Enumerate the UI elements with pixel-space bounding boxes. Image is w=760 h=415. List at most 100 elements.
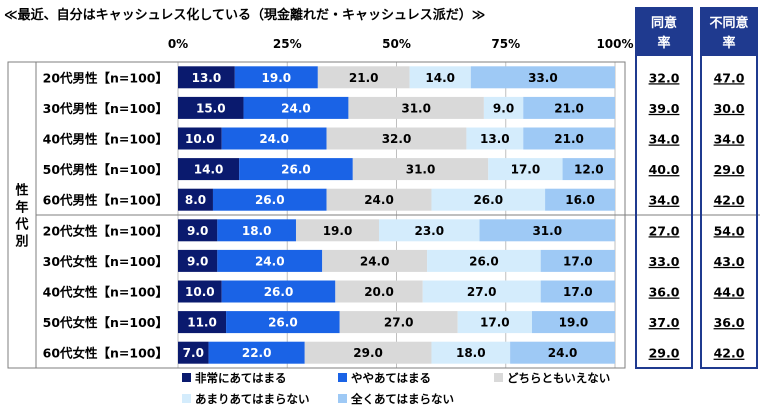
summary-value: 42.0 <box>714 193 745 208</box>
bar-segment <box>339 311 458 334</box>
bar-segment <box>178 66 235 89</box>
bar-segment <box>217 249 323 272</box>
bar-segment <box>379 219 480 242</box>
summary-value: 34.0 <box>649 132 680 147</box>
data-label: 31.0 <box>532 224 562 238</box>
data-label: 10.0 <box>185 132 215 146</box>
legend-swatch <box>182 394 191 403</box>
summary-value: 29.0 <box>714 162 745 177</box>
summary-value: 36.0 <box>649 285 680 300</box>
summary-column-header <box>636 8 692 56</box>
legend-swatch <box>494 373 503 382</box>
bar-segment <box>221 127 327 150</box>
data-label: 26.0 <box>268 316 298 330</box>
summary-value: 36.0 <box>714 315 745 330</box>
chart-title: ≪最近、自分はキャッシュレス化している（現金離れだ・キャッシュレス派だ）≫ <box>4 8 486 23</box>
row-label: 40代男性【n=100】 <box>43 132 168 147</box>
data-label: 21.0 <box>554 132 584 146</box>
x-tick-label: 25% <box>273 37 302 51</box>
bar-segment <box>352 158 489 181</box>
data-label: 15.0 <box>196 101 226 115</box>
bar-segment <box>348 96 484 119</box>
summary-value: 30.0 <box>714 101 745 116</box>
bar-segment <box>234 66 318 89</box>
data-label: 18.0 <box>242 224 272 238</box>
bar-segment <box>295 219 380 242</box>
bar-segment <box>488 158 563 181</box>
row-label: 60代男性【n=100】 <box>43 193 168 208</box>
row-label: 50代女性【n=100】 <box>43 315 168 330</box>
bar-segment <box>427 249 541 272</box>
summary-column-frame <box>700 7 758 369</box>
data-label: 9.0 <box>493 101 514 115</box>
summary-column-header <box>701 8 757 56</box>
data-label: 19.0 <box>262 71 292 85</box>
x-tick-label: 75% <box>491 37 520 51</box>
data-label: 24.0 <box>281 101 311 115</box>
bar-segment <box>178 341 209 364</box>
summary-value: 44.0 <box>714 285 745 300</box>
legend-swatch <box>182 373 191 382</box>
data-label: 33.0 <box>528 71 558 85</box>
summary-value: 42.0 <box>714 346 745 361</box>
bar-segment <box>212 188 327 211</box>
data-label: 18.0 <box>456 346 486 360</box>
data-label: 26.0 <box>255 193 285 207</box>
data-label: 24.0 <box>255 254 285 268</box>
data-label: 13.0 <box>480 132 510 146</box>
bar-segment <box>470 66 615 89</box>
data-label: 14.0 <box>194 163 224 177</box>
summary-header-line1: 不同意 <box>709 15 748 31</box>
bar-segment <box>178 188 213 211</box>
data-label: 14.0 <box>425 71 455 85</box>
bar-segment <box>326 188 432 211</box>
x-tick-label: 100% <box>596 37 633 51</box>
group-label-char: 性 <box>15 183 28 199</box>
data-label: 32.0 <box>382 132 412 146</box>
data-label: 17.0 <box>511 163 541 177</box>
data-label: 21.0 <box>554 101 584 115</box>
data-label: 22.0 <box>242 346 272 360</box>
bar-segment <box>317 66 410 89</box>
row-label: 60代女性【n=100】 <box>43 346 168 361</box>
data-label: 19.0 <box>323 224 353 238</box>
data-label: 26.0 <box>281 163 311 177</box>
bar-segment <box>431 341 511 364</box>
bar-segment <box>221 280 336 303</box>
data-label: 9.0 <box>187 254 208 268</box>
summary-value: 54.0 <box>714 223 745 238</box>
bar-segment <box>457 311 532 334</box>
bar-segment <box>326 127 467 150</box>
data-label: 7.0 <box>183 346 204 360</box>
summary-column-frame <box>635 7 693 369</box>
summary-value: 33.0 <box>649 254 680 269</box>
bar-segment <box>178 311 227 334</box>
data-label: 10.0 <box>185 285 215 299</box>
bar-segment <box>483 96 524 119</box>
bar-segment <box>335 280 423 303</box>
bar-segment <box>422 280 541 303</box>
bar-segment <box>523 127 615 150</box>
row-label: 30代女性【n=100】 <box>43 254 168 269</box>
bar-segment <box>409 66 471 89</box>
bar-segment <box>239 158 353 181</box>
data-label: 8.0 <box>185 193 206 207</box>
row-label: 40代女性【n=100】 <box>43 285 168 300</box>
group-label-char: 代 <box>14 217 28 233</box>
data-label: 24.0 <box>360 254 390 268</box>
row-label: 30代男性【n=100】 <box>43 101 168 116</box>
bar-segment <box>208 341 305 364</box>
row-label: 20代男性【n=100】 <box>43 70 168 85</box>
summary-value: 27.0 <box>649 223 680 238</box>
summary-value: 37.0 <box>649 315 680 330</box>
bar-segment <box>178 96 244 119</box>
data-label: 24.0 <box>364 193 394 207</box>
data-label: 23.0 <box>414 224 444 238</box>
data-label: 17.0 <box>563 285 593 299</box>
data-label: 20.0 <box>364 285 394 299</box>
legend-label: どちらともいえない <box>507 371 610 385</box>
data-label: 24.0 <box>259 132 289 146</box>
bar-segment <box>540 249 615 272</box>
data-label: 29.0 <box>353 346 383 360</box>
